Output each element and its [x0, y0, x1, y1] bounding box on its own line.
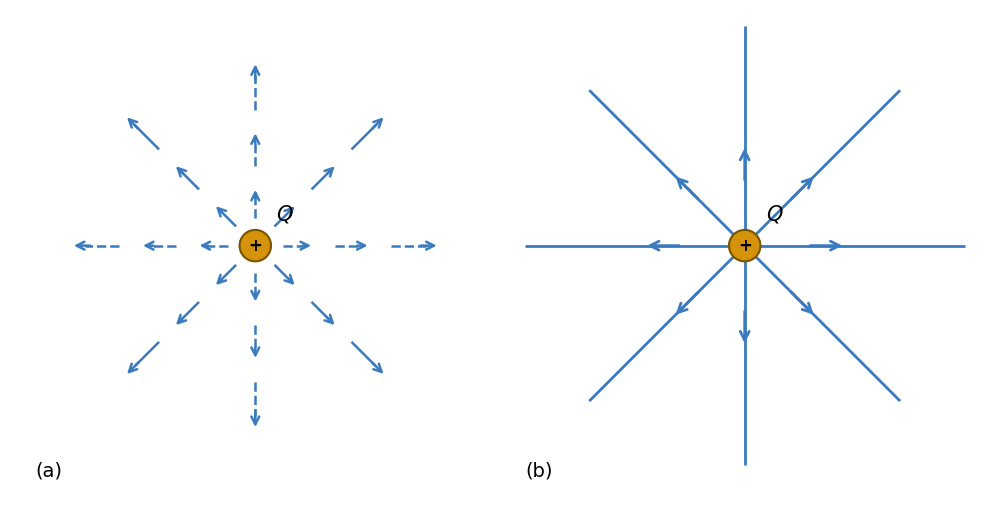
Text: (a): (a): [35, 461, 62, 480]
Text: +: +: [248, 237, 262, 254]
Circle shape: [240, 230, 271, 261]
Text: +: +: [738, 237, 752, 254]
Text: $Q$: $Q$: [276, 203, 294, 225]
Circle shape: [729, 230, 760, 261]
Text: $Q$: $Q$: [766, 203, 783, 225]
Text: (b): (b): [525, 461, 552, 480]
